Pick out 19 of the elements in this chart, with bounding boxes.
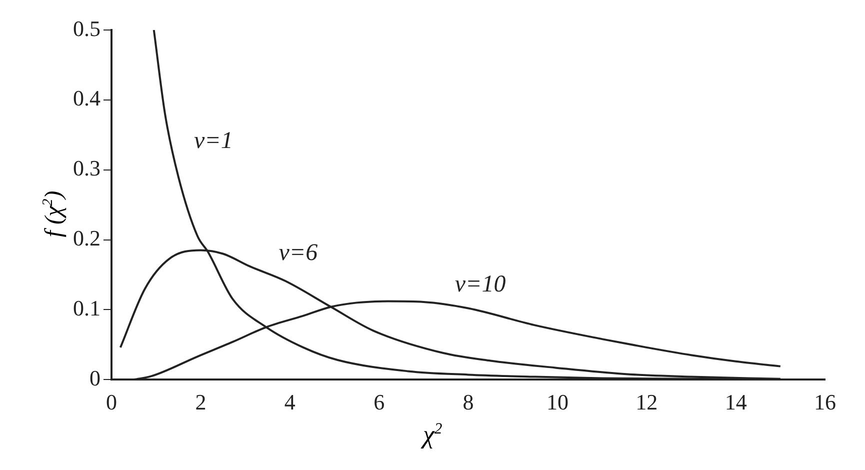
x-tick-label: 0 (106, 390, 117, 415)
y-tick-label: 0.1 (73, 295, 100, 320)
y-tick-label: 0.4 (73, 86, 100, 111)
y-tick-label: 0.3 (73, 156, 100, 181)
x-tick-label: 14 (724, 390, 747, 415)
series-label: v=10 (454, 272, 506, 298)
x-tick-label: 6 (374, 390, 385, 415)
y-tick-label: 0.5 (73, 16, 100, 41)
x-tick-label: 4 (284, 390, 296, 415)
y-tick-label: 0.2 (73, 226, 100, 251)
x-tick-label: 12 (636, 390, 658, 415)
series-label: v=1 (194, 128, 233, 154)
x-tick-label: 2 (195, 390, 206, 415)
x-tick-label: 8 (462, 390, 474, 415)
x-axis-title: χ$^{2}$ (420, 420, 444, 450)
x-tick-label: 10 (546, 390, 568, 415)
series-label: v=6 (278, 240, 318, 266)
x-tick-label: 16 (814, 390, 836, 415)
y-tick-label: 0 (90, 365, 100, 390)
